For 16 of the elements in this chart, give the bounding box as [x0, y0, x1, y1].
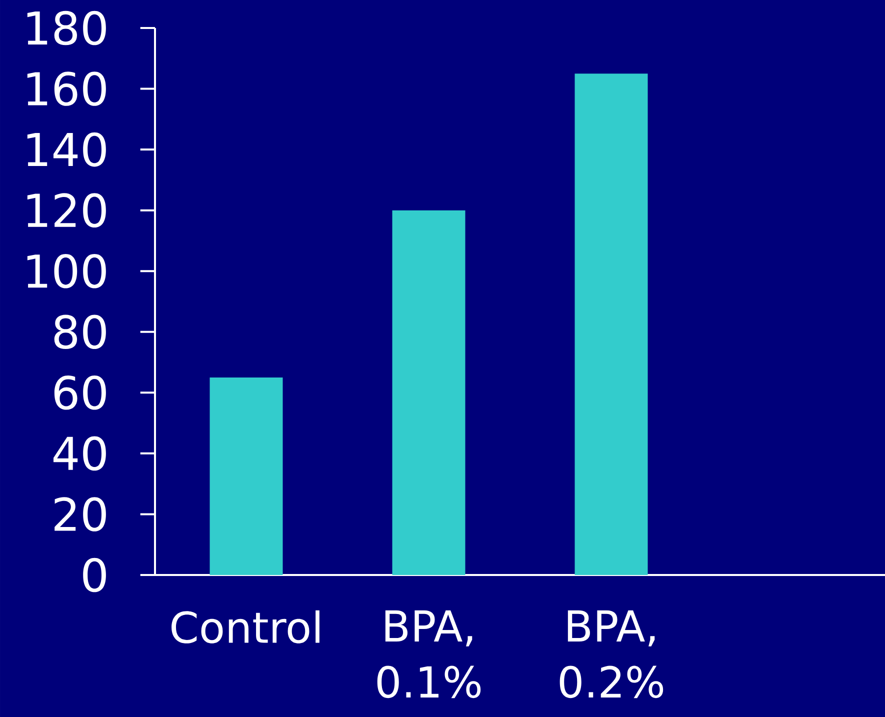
- y-tick-label: 100: [27, 254, 106, 288]
- y-tick-label: 20: [54, 497, 106, 532]
- x-tick-label: BPA, 0.1%: [377, 610, 481, 698]
- y-tick-label: 180: [27, 10, 106, 46]
- y-tick-label: 140: [27, 132, 106, 167]
- y-tick-label: 60: [54, 376, 106, 410]
- x-tick-label: Control: [172, 610, 320, 644]
- bar: [210, 377, 283, 575]
- bar: [392, 210, 466, 575]
- bar: [574, 74, 648, 575]
- y-tick-label: 120: [27, 193, 106, 228]
- y-tick-label: 80: [54, 314, 106, 350]
- y-tick-label: 160: [27, 72, 106, 106]
- x-tick-label: BPA, 0.2%: [560, 610, 664, 698]
- y-tick-label: 0: [83, 558, 106, 592]
- y-tick-label: 40: [53, 436, 106, 471]
